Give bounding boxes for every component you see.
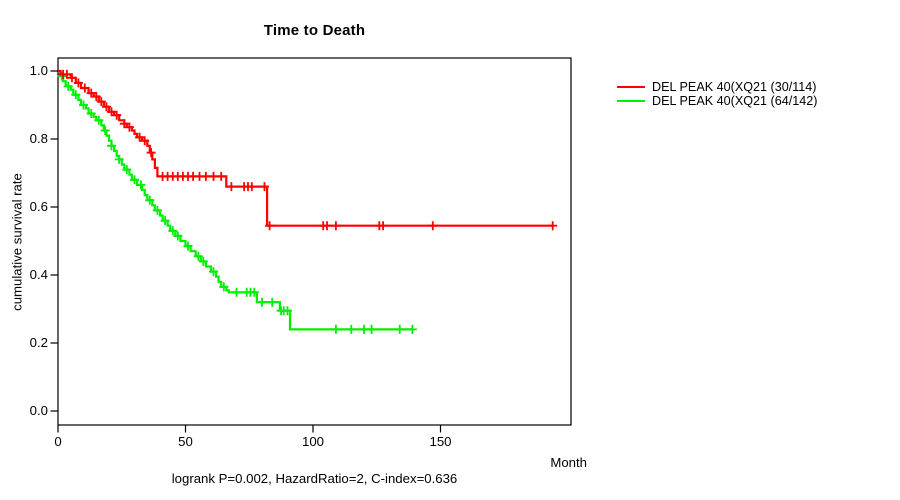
stats-annotation: logrank P=0.002, HazardRatio=2, C-index=… [171, 471, 458, 486]
censor-marks [58, 69, 558, 231]
y-tick-label: 1.0 [29, 63, 48, 78]
plot-box [57, 57, 572, 426]
legend: DEL PEAK 40(XQ21 (30/114) DEL PEAK 40(XQ2… [617, 80, 817, 108]
legend-line-sample [617, 99, 645, 102]
x-axis-label: Month [550, 455, 587, 470]
survival-curve [58, 69, 553, 227]
legend-item: DEL PEAK 40(XQ21 (64/142) [617, 94, 817, 108]
y-tick-label: 0.4 [29, 267, 48, 282]
censor-marks [57, 71, 417, 334]
x-tick-label: 100 [301, 434, 324, 449]
x-tick-label: 50 [178, 434, 193, 449]
page-title: Time to Death [263, 22, 366, 39]
x-tick-label: 0 [54, 434, 62, 449]
x-tick-label: 150 [429, 434, 452, 449]
legend-label: DEL PEAK 40(XQ21 (30/114) [652, 79, 817, 94]
y-tick-label: 0.0 [29, 403, 48, 418]
legend-label: DEL PEAK 40(XQ21 (64/142) [652, 93, 818, 108]
y-tick-label: 0.6 [29, 199, 48, 214]
y-tick-label: 0.8 [29, 131, 48, 146]
y-axis-label: cumulative survival rate [9, 173, 25, 311]
legend-item: DEL PEAK 40(XQ21 (30/114) [617, 80, 817, 94]
y-tick-label: 0.2 [29, 335, 48, 350]
legend-line-sample [617, 85, 645, 88]
